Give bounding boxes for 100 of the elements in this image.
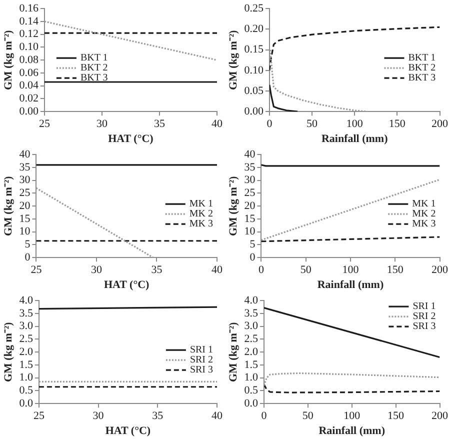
- y-axis-title: GM (kg m⁻²): [227, 30, 240, 90]
- y-tick-label: 2.0: [244, 346, 258, 358]
- x-tick-label: 150: [388, 118, 406, 130]
- x-tick-label: 200: [432, 118, 448, 130]
- y-tick-label: 4.0: [244, 294, 258, 306]
- y-tick-label: 0.02: [19, 92, 38, 105]
- y-tick-label: 0.10: [244, 64, 264, 76]
- x-tick-label: 100: [344, 410, 361, 422]
- x-tick-label: 50: [302, 410, 314, 422]
- y-tick-label: 40: [244, 148, 256, 160]
- y-tick-label: 0.15: [244, 44, 264, 56]
- x-tick-label: 0: [266, 118, 273, 130]
- y-tick-label: 0.25: [244, 2, 264, 14]
- y-tick-label: 5: [24, 238, 31, 251]
- x-axis-title: HAT (°C): [108, 133, 154, 146]
- y-tick-label: 0.5: [19, 384, 34, 397]
- y-tick-label: 1.0: [19, 372, 34, 384]
- legend-label: BKT 2: [408, 62, 436, 74]
- x-axis-title: HAT (°C): [105, 425, 151, 438]
- y-tick-label: 2.5: [19, 333, 34, 346]
- y-tick-label: 1.5: [19, 358, 34, 371]
- y-tick-label: 0.14: [19, 15, 39, 28]
- y-tick-label: 25: [244, 187, 256, 200]
- y-tick-label: 2.5: [244, 333, 258, 346]
- x-tick-label: 30: [96, 118, 108, 130]
- y-tick-label: 25: [19, 187, 31, 200]
- y-tick-label: 0.04: [19, 80, 39, 92]
- y-tick-label: 4.0: [19, 294, 34, 306]
- y-tick-label: 3.0: [244, 320, 258, 332]
- legend-label: SRI 1: [412, 301, 436, 312]
- x-tick-label: 100: [346, 118, 364, 130]
- y-tick-label: 5: [250, 238, 256, 251]
- y-tick-label: 0.5: [244, 384, 258, 397]
- legend-label: MK 1: [189, 198, 214, 210]
- y-tick-label: 0.00: [19, 105, 39, 118]
- x-axis-title: Rainfall (mm): [317, 279, 384, 292]
- line-series: [270, 49, 368, 112]
- legend-label: BKT 1: [80, 52, 108, 64]
- y-tick-label: 20: [244, 200, 256, 212]
- y-tick-label: 0: [250, 251, 256, 264]
- legend-label: SRI 1: [190, 344, 213, 356]
- legend-label: MK 2: [412, 208, 436, 220]
- y-axis-title: GM (kg m⁻²): [2, 30, 14, 90]
- x-tick-label: 30: [90, 264, 102, 276]
- y-tick-label: 0.08: [19, 54, 39, 66]
- y-tick-label: 0.05: [244, 84, 264, 97]
- x-tick-label: 150: [386, 264, 404, 276]
- y-tick-label: 35: [19, 161, 31, 174]
- x-tick-label: 150: [388, 410, 405, 422]
- line-series: [269, 26, 440, 72]
- y-tick-label: 3.0: [19, 320, 34, 332]
- y-tick-label: 1.5: [244, 358, 258, 371]
- y-axis-title: GM (kg m⁻²): [227, 176, 240, 236]
- x-axis-title: Rainfall (mm): [318, 425, 386, 438]
- y-tick-label: 3.5: [244, 307, 258, 320]
- x-tick-label: 50: [306, 118, 318, 130]
- x-tick-label: 25: [38, 118, 50, 130]
- legend-label: SRI 2: [190, 354, 213, 366]
- legend-label: BKT 2: [80, 62, 108, 74]
- y-tick-label: 1.0: [244, 372, 258, 384]
- x-tick-label: 200: [432, 264, 448, 276]
- legend-label: MK 1: [412, 198, 436, 210]
- y-tick-label: 35: [244, 161, 256, 174]
- y-tick-label: 0.06: [19, 66, 39, 79]
- x-tick-label: 40: [212, 118, 223, 130]
- y-tick-label: 0.0: [19, 397, 34, 410]
- legend-label: BKT 1: [408, 52, 436, 64]
- legend-label: MK 3: [412, 218, 436, 230]
- y-tick-label: 10: [244, 226, 256, 238]
- x-axis-title: Rainfall (mm): [321, 133, 388, 146]
- y-tick-label: 0.12: [19, 28, 38, 40]
- y-tick-label: 0.0: [244, 397, 258, 410]
- legend-label: MK 2: [189, 208, 214, 220]
- y-tick-label: 3.5: [19, 307, 34, 320]
- x-tick-label: 100: [342, 264, 360, 276]
- line-series: [264, 372, 440, 386]
- x-tick-label: 35: [152, 410, 164, 422]
- y-tick-label: 0: [24, 251, 31, 264]
- line-series: [264, 383, 440, 394]
- x-tick-label: 35: [151, 264, 163, 276]
- y-tick-label: 30: [244, 174, 256, 186]
- legend-label: SRI 3: [412, 321, 436, 332]
- x-tick-label: 200: [432, 410, 448, 422]
- y-tick-label: 15: [244, 212, 256, 225]
- y-tick-label: 20: [19, 200, 31, 212]
- x-tick-label: 30: [92, 410, 104, 422]
- x-tick-label: 35: [154, 118, 166, 130]
- y-tick-label: 0.10: [19, 41, 39, 54]
- y-tick-label: 0.20: [244, 23, 264, 36]
- y-tick-label: 15: [19, 212, 31, 225]
- y-axis-title: GM (kg m⁻²): [227, 322, 240, 382]
- legend-label: BKT 3: [80, 72, 108, 84]
- y-axis-title: GM (kg m⁻²): [2, 322, 14, 382]
- legend-label: SRI 3: [190, 364, 213, 376]
- y-tick-label: 10: [19, 226, 31, 238]
- y-tick-label: 0.00: [244, 105, 264, 118]
- y-tick-label: 0.16: [19, 2, 39, 14]
- y-tick-label: 30: [19, 174, 31, 186]
- y-tick-label: 2.0: [19, 346, 34, 358]
- x-tick-label: 40: [212, 410, 223, 422]
